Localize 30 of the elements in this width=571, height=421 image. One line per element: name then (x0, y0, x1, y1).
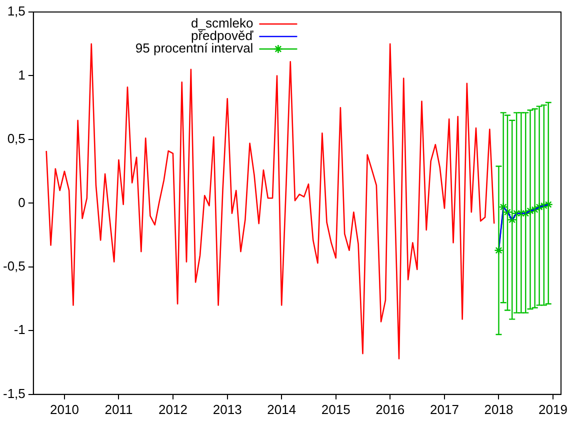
x-tick-label: 2016 (376, 402, 405, 417)
y-tick-label: 0,5 (7, 131, 26, 146)
x-tick-label: 2018 (484, 402, 514, 417)
x-tick-label: 2012 (158, 402, 188, 417)
point (498, 202, 508, 212)
x-tick-label: 2019 (538, 402, 568, 417)
y-tick-label: -1 (14, 322, 26, 338)
x-tick-label: 2011 (104, 402, 133, 417)
y-tick-label: -1,5 (2, 386, 26, 401)
x-tick-label: 2015 (321, 402, 350, 417)
x-tick-label: 2010 (50, 402, 79, 417)
legend-label: d_scmleko (191, 16, 254, 31)
point (539, 201, 549, 210)
y-tick-label: 0 (18, 194, 26, 210)
x-tick-label: 2014 (267, 402, 296, 417)
point (526, 206, 535, 216)
y-tick-label: -0,5 (2, 258, 26, 274)
point (521, 208, 530, 218)
x-tick-label: 2013 (212, 402, 242, 417)
y-tick-label: 1,5 (7, 4, 26, 19)
x-tick-label: 2017 (430, 402, 459, 417)
point (502, 208, 512, 217)
point (512, 208, 522, 218)
point (508, 215, 517, 224)
point (530, 204, 540, 214)
point (544, 200, 553, 210)
y-tick-label: 1 (18, 67, 26, 82)
legend-label: předpověď (190, 28, 254, 44)
point (494, 246, 504, 255)
point (534, 202, 544, 212)
